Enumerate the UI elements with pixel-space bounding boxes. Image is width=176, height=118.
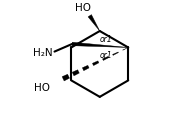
Polygon shape <box>82 65 89 71</box>
Polygon shape <box>123 47 128 50</box>
Polygon shape <box>88 15 100 31</box>
Text: or1: or1 <box>100 35 112 44</box>
Text: HO: HO <box>34 83 50 93</box>
Polygon shape <box>92 61 99 66</box>
Polygon shape <box>72 42 128 47</box>
Text: H₂N: H₂N <box>33 48 52 58</box>
Polygon shape <box>102 56 109 61</box>
Polygon shape <box>113 52 118 55</box>
Polygon shape <box>72 70 79 76</box>
Polygon shape <box>62 74 70 81</box>
Text: HO: HO <box>75 3 91 13</box>
Text: or1: or1 <box>100 51 112 60</box>
